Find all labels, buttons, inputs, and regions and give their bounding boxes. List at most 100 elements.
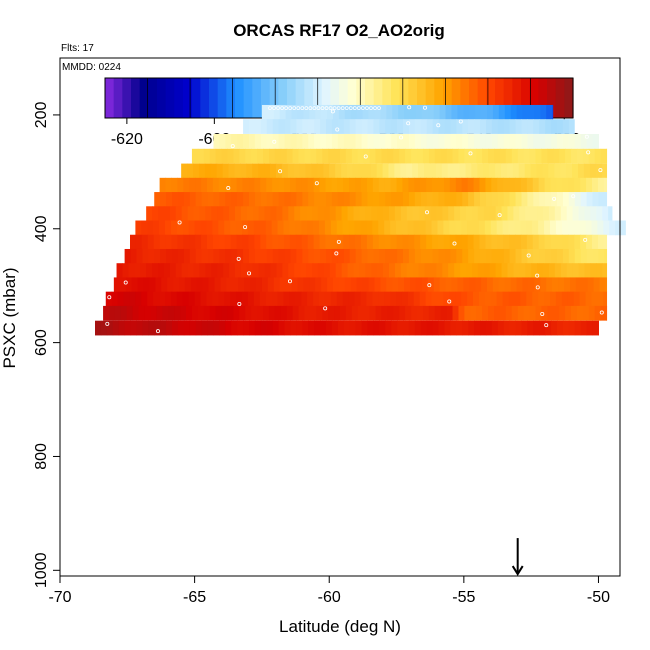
heatmap-cell: [474, 320, 481, 336]
heatmap-cell: [565, 305, 572, 321]
heatmap-cell: [340, 305, 347, 321]
heatmap-cell: [236, 177, 244, 193]
x-tick-label: -65: [183, 589, 206, 606]
heatmap-cell: [302, 248, 309, 264]
sample-marker: [237, 301, 242, 306]
heatmap-cell: [388, 163, 395, 179]
heatmap-cell: [236, 220, 243, 236]
heatmap-cell: [444, 119, 451, 134]
heatmap-cell: [432, 119, 440, 134]
heatmap-cell: [559, 148, 566, 164]
y-tick-label: 200: [33, 101, 50, 128]
heatmap-cell: [444, 133, 451, 149]
heatmap-cell: [414, 320, 422, 336]
heatmap-cell: [557, 119, 564, 134]
heatmap-cell: [109, 305, 116, 321]
heatmap-cell: [475, 104, 482, 120]
heatmap-cell: [533, 320, 540, 336]
heatmap-cell: [491, 234, 498, 250]
sample-marker: [284, 106, 289, 110]
heatmap-cell: [457, 104, 464, 120]
heatmap-cell: [230, 220, 237, 236]
heatmap-cell: [571, 305, 578, 321]
heatmap-cell: [308, 192, 315, 207]
sample-marker: [335, 127, 340, 132]
heatmap-cell: [526, 291, 533, 307]
heatmap-cell: [547, 305, 554, 321]
heatmap-cell: [224, 234, 232, 250]
heatmap-cell: [444, 248, 451, 264]
heatmap-cell: [315, 277, 322, 293]
heatmap-cell: [215, 148, 223, 164]
heatmap-cell: [521, 119, 528, 134]
heatmap-cell: [291, 104, 298, 120]
colorbar-cell: [373, 78, 383, 118]
heatmap-cell: [301, 291, 308, 307]
heatmap-cell: [515, 234, 522, 250]
heatmap-cell: [384, 291, 391, 307]
heatmap-cell: [238, 277, 245, 293]
chart-title: ORCAS RF17 O2_AO2orig: [233, 21, 445, 40]
heatmap-cell: [441, 163, 449, 179]
heatmap-cell: [251, 148, 258, 164]
colorbar-cell: [434, 78, 444, 118]
heatmap-cell: [316, 148, 323, 164]
heatmap-cell: [438, 119, 445, 134]
heatmap-cell: [243, 320, 250, 336]
heatmap-cell: [221, 148, 228, 164]
heatmap-cell: [405, 305, 412, 321]
heatmap-cell: [169, 206, 177, 222]
heatmap-cell: [606, 148, 608, 164]
heatmap-cell: [600, 305, 608, 321]
heatmap-cell: [451, 104, 458, 120]
colorbar-cell: [139, 78, 149, 118]
heatmap-cell: [186, 305, 193, 321]
heatmap-cell: [551, 320, 558, 336]
heatmap-cell: [130, 234, 137, 250]
heatmap-cell: [510, 104, 518, 120]
sample-marker: [535, 273, 540, 278]
heatmap-cell: [402, 177, 409, 193]
heatmap-cell: [187, 206, 195, 222]
heatmap-cell: [426, 133, 434, 149]
heatmap-cell: [427, 104, 435, 120]
heatmap-cell: [175, 206, 183, 222]
heatmap-cell: [366, 220, 373, 236]
heatmap-cell: [201, 177, 208, 193]
heatmap-cell: [313, 234, 321, 250]
sample-marker: [336, 239, 341, 244]
heatmap-cell: [361, 248, 368, 264]
heatmap-cell: [225, 192, 232, 207]
heatmap-cell: [349, 177, 356, 193]
heatmap-cell: [165, 234, 172, 250]
heatmap-cell: [295, 177, 303, 193]
heatmap-cell: [484, 220, 492, 236]
heatmap-cell: [587, 277, 595, 293]
heatmap-cell: [562, 320, 570, 336]
sample-marker: [314, 181, 319, 186]
heatmap-cell: [419, 291, 427, 307]
heatmap-cell: [277, 220, 284, 236]
heatmap-cell: [548, 206, 556, 222]
heatmap-cell: [161, 277, 168, 293]
heatmap-cell: [237, 248, 244, 264]
heatmap-cell: [218, 220, 225, 236]
heatmap-cell: [403, 192, 410, 207]
colorbar-cell: [451, 78, 461, 118]
heatmap-cell: [460, 206, 467, 222]
heatmap-cell: [505, 148, 513, 164]
heatmap-cell: [480, 248, 487, 264]
heatmap-cell: [527, 133, 534, 149]
heatmap-cell: [297, 104, 304, 120]
heatmap-cell: [111, 291, 119, 307]
heatmap-cell: [195, 192, 203, 207]
heatmap-cell: [503, 133, 511, 149]
heatmap-cell: [160, 192, 167, 207]
heatmap-cell: [160, 320, 167, 336]
heatmap-cell: [191, 148, 199, 164]
heatmap-cell: [467, 234, 475, 250]
heatmap-cell: [580, 133, 588, 149]
heatmap-cell: [526, 177, 534, 193]
heatmap-cell: [592, 177, 599, 193]
heatmap-cell: [515, 248, 522, 264]
